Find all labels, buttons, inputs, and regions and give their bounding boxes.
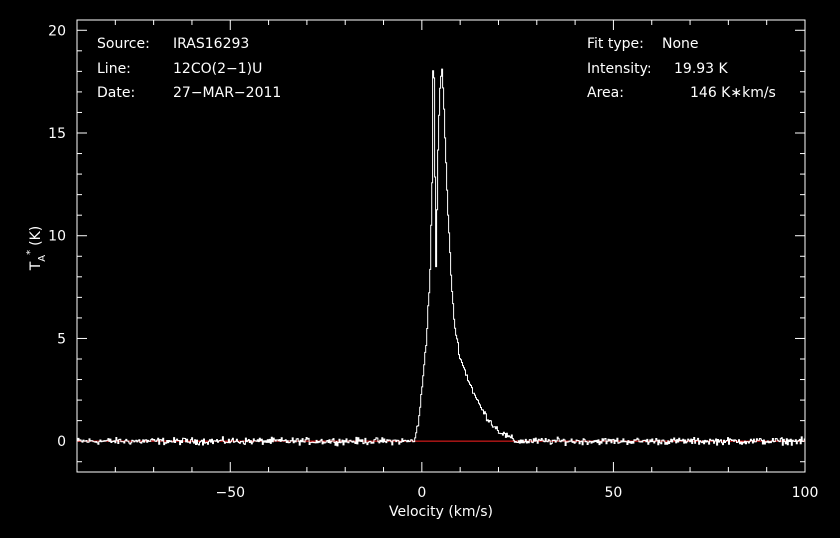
plot-frame — [76, 19, 806, 473]
svg-text:TA*(K): TA* (K) — [25, 226, 48, 272]
y-tick-labels: 0 5 10 15 20 — [48, 23, 66, 450]
x-tick-label: 100 — [792, 485, 819, 501]
y-tick-label: 0 — [57, 434, 66, 450]
area-label: Area: — [587, 85, 624, 101]
y-axis-label-sub: A — [37, 255, 48, 262]
y-axis-label-unit: (K) — [28, 226, 44, 246]
intensity-value: 19.93 K — [674, 61, 728, 77]
line-value: 12CO(2−1)U — [173, 61, 263, 77]
x-tick-labels: −50 0 50 100 — [215, 485, 818, 501]
date-value: 27−MAR−2011 — [173, 85, 282, 101]
fit-type-value: None — [662, 36, 699, 52]
y-axis-label-main: T — [28, 261, 44, 271]
y-axis-label: TA* (K) — [25, 226, 48, 272]
area-value: 146 K∗km/s — [690, 85, 776, 101]
intensity-label: Intensity: — [587, 61, 652, 77]
y-tick-label: 15 — [48, 126, 66, 142]
x-axis-label: Velocity (km/s) — [389, 504, 493, 520]
spectrum-line — [77, 68, 805, 447]
date-label: Date: — [97, 85, 136, 101]
source-value: IRAS16293 — [173, 36, 250, 52]
x-tick-label: 0 — [417, 485, 426, 501]
x-tick-label: −50 — [215, 485, 245, 501]
axis-ticks — [76, 20, 806, 472]
source-label: Source: — [97, 36, 150, 52]
y-axis-label-sup: * — [25, 250, 36, 255]
fit-type-label: Fit type: — [587, 36, 644, 52]
y-tick-label: 10 — [48, 229, 66, 245]
line-label: Line: — [97, 61, 131, 77]
x-tick-label: 50 — [605, 485, 623, 501]
y-tick-label: 20 — [48, 23, 66, 39]
y-tick-label: 5 — [57, 331, 66, 347]
